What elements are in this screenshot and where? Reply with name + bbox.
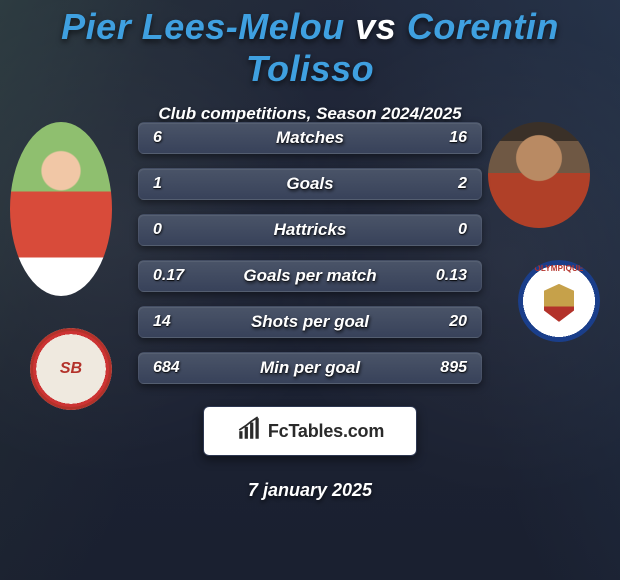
stat-a-value: 6	[153, 129, 193, 147]
table-row: 6 Matches 16	[138, 122, 482, 154]
table-row: 0.17 Goals per match 0.13	[138, 260, 482, 292]
barchart-icon	[236, 416, 262, 447]
stat-b-value: 2	[427, 175, 467, 193]
team-a-logo	[30, 328, 112, 410]
stat-b-value: 16	[427, 129, 467, 147]
title-vs: vs	[355, 6, 396, 47]
brand-name: FcTables	[268, 421, 343, 441]
stat-b-value: 0	[427, 221, 467, 239]
stat-b-value: 895	[427, 359, 467, 377]
date-label: 7 january 2025	[0, 480, 620, 501]
subtitle: Club competitions, Season 2024/2025	[0, 104, 620, 124]
table-row: 684 Min per goal 895	[138, 352, 482, 384]
stat-a-value: 0.17	[153, 267, 193, 285]
brand-suffix: .com	[343, 421, 384, 441]
stat-a-value: 1	[153, 175, 193, 193]
player-a-photo-placeholder	[10, 122, 112, 296]
player-b-photo-placeholder	[488, 122, 590, 228]
team-b-logo	[518, 260, 600, 342]
brand-text: FcTables.com	[268, 421, 384, 442]
brand-badge: FcTables.com	[203, 406, 417, 456]
stat-a-value: 684	[153, 359, 193, 377]
title-player-a: Pier Lees-Melou	[61, 6, 345, 47]
stat-a-value: 14	[153, 313, 193, 331]
table-row: 0 Hattricks 0	[138, 214, 482, 246]
stat-b-value: 0.13	[427, 267, 467, 285]
table-row: 1 Goals 2	[138, 168, 482, 200]
content: Pier Lees-Melou vs Corentin Tolisso Club…	[0, 0, 620, 580]
comparison-card: Pier Lees-Melou vs Corentin Tolisso Club…	[0, 0, 620, 580]
team-b-logo-placeholder	[518, 260, 600, 342]
stat-b-value: 20	[427, 313, 467, 331]
stat-a-value: 0	[153, 221, 193, 239]
team-a-logo-placeholder	[30, 328, 112, 410]
player-a-photo	[10, 122, 112, 296]
player-b-photo	[488, 122, 590, 228]
page-title: Pier Lees-Melou vs Corentin Tolisso	[0, 6, 620, 90]
table-row: 14 Shots per goal 20	[138, 306, 482, 338]
stats-table: 6 Matches 16 1 Goals 2 0 Hattricks 0 0.1…	[138, 122, 482, 398]
